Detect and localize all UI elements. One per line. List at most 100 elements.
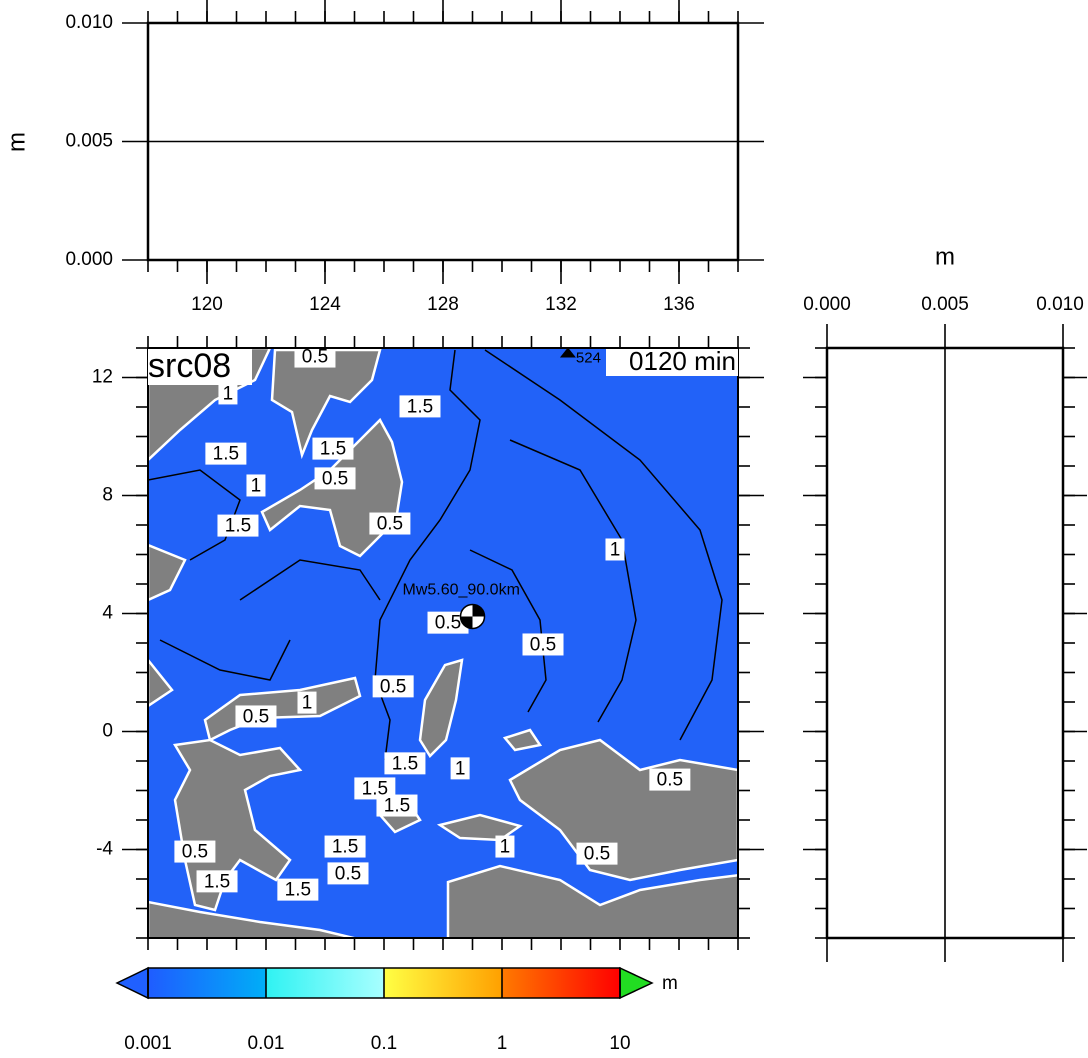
y-tick-label: -4: [96, 839, 113, 860]
y-tick-label: 0.005: [65, 131, 113, 152]
colorbar-tick-label: 0.01: [248, 1033, 285, 1054]
contour-label-box: [450, 757, 470, 780]
map-title: src08: [148, 347, 231, 385]
land: [270, 348, 382, 460]
contour-label-box: [235, 705, 277, 728]
contour-label: 0.5: [530, 634, 556, 655]
colorbar-tick-label: 10: [609, 1033, 630, 1054]
y-tick-label: 0: [102, 721, 113, 742]
under-triangle: [115, 966, 149, 1000]
colorbar-tick-label: 1: [497, 1033, 508, 1054]
contour-label: 0.5: [435, 613, 461, 634]
contour-label-box: [649, 768, 691, 791]
color-segment: [502, 968, 620, 998]
contour-label-box: [324, 835, 366, 858]
x-tick-label: 124: [309, 294, 341, 315]
contour-label-box: [174, 840, 216, 863]
contour: [509, 439, 637, 723]
colorbar-tick-label: 0.001: [124, 1033, 172, 1054]
contour-label: 0.5: [243, 706, 269, 727]
time-box: [606, 349, 738, 376]
contour-label-box: [605, 538, 625, 561]
contour: [374, 349, 481, 761]
x-tick-label: 132: [545, 294, 577, 315]
x-tick-label: 120: [191, 294, 223, 315]
epicenter-label: Mw5.60_90.0km: [403, 582, 520, 599]
contour-label: 0.5: [377, 514, 403, 535]
contour-label-box: [246, 474, 266, 497]
contour-label: 1.5: [285, 880, 311, 901]
contour-label: 0.5: [380, 676, 406, 697]
x-tick-label: 128: [427, 294, 459, 315]
colorbar-tick-label: 0.1: [371, 1033, 397, 1054]
contour-label: 1: [251, 475, 262, 496]
time-label: 0120 min: [629, 346, 736, 376]
over-triangle: [619, 966, 654, 1000]
contour-label: 0.5: [657, 770, 683, 791]
x-tick-label: 0.005: [921, 294, 969, 315]
contour-label-box: [218, 382, 238, 405]
land: [446, 864, 738, 938]
contour-label: 1.5: [213, 444, 239, 465]
map-area: 0.511.51.5 1.50.511.5 0.510.50.50.510.51.5…: [148, 347, 738, 938]
y-tick-label: 0.010: [65, 12, 113, 33]
contour-label-box: [314, 467, 356, 490]
contour-label-box: [205, 442, 247, 465]
title-box: [148, 349, 252, 385]
contour-label: 0.5: [182, 842, 208, 863]
contour: [469, 549, 547, 713]
contour-label-box: [297, 691, 317, 714]
contour-label: 1.5: [407, 396, 433, 417]
contour-label: 1.5: [392, 753, 418, 774]
contour-label: 0.5: [584, 844, 610, 865]
contour-label: 1: [455, 758, 466, 779]
contour-label: 1: [302, 693, 313, 714]
contour-label-box: [522, 633, 564, 656]
contour-label: 1: [610, 540, 621, 561]
contour-label-box: [217, 514, 259, 537]
y-tick-label: 8: [102, 485, 113, 506]
contour-label-box: [399, 395, 441, 418]
y-tick-label: 4: [102, 603, 113, 624]
colorbar-label: m: [662, 973, 678, 994]
mechanism: [460, 604, 485, 629]
contour: [484, 349, 723, 741]
x-tick-label: 0.010: [1036, 294, 1084, 315]
contour-label-box: [327, 862, 369, 885]
color-segment: [148, 968, 266, 998]
contour-label-box: [369, 512, 411, 535]
y-tick-label: 12: [92, 367, 113, 388]
contour-label: 1: [500, 837, 511, 858]
contour-label-box: [576, 842, 618, 865]
land: [418, 658, 464, 758]
land: [148, 900, 359, 938]
contour-label: 1.5: [384, 796, 410, 817]
land: [148, 543, 187, 708]
y-axis-label: m: [3, 132, 30, 152]
contour-label-box: [312, 437, 354, 460]
color-segment: [384, 968, 502, 998]
contour-label: 1.5: [320, 439, 346, 460]
contour-label: 1: [223, 383, 234, 404]
contour: [148, 469, 381, 681]
contour-label-box: [277, 878, 319, 901]
contour-label-box: [196, 870, 238, 893]
station-label: 524: [576, 350, 601, 367]
x-tick-label: 0.000: [803, 294, 851, 315]
color-segment: [266, 968, 384, 998]
contour-label-box: [384, 752, 426, 775]
contour-label-box: [427, 611, 469, 634]
x-tick-label: 136: [663, 294, 695, 315]
station: [559, 347, 576, 358]
contour-label: 1.5: [204, 871, 230, 892]
contour-label: 0.5: [335, 863, 361, 884]
contour-label: 0.5: [322, 468, 348, 489]
contour-label-box: [294, 348, 336, 368]
contour-label-box: [376, 794, 418, 817]
x-axis-label: m: [935, 243, 955, 270]
contour-label: 1.5: [362, 778, 388, 799]
y-tick-label: 0.000: [65, 249, 113, 270]
contour-label: 1.5: [332, 837, 358, 858]
contour-label: 0.5: [302, 347, 328, 368]
